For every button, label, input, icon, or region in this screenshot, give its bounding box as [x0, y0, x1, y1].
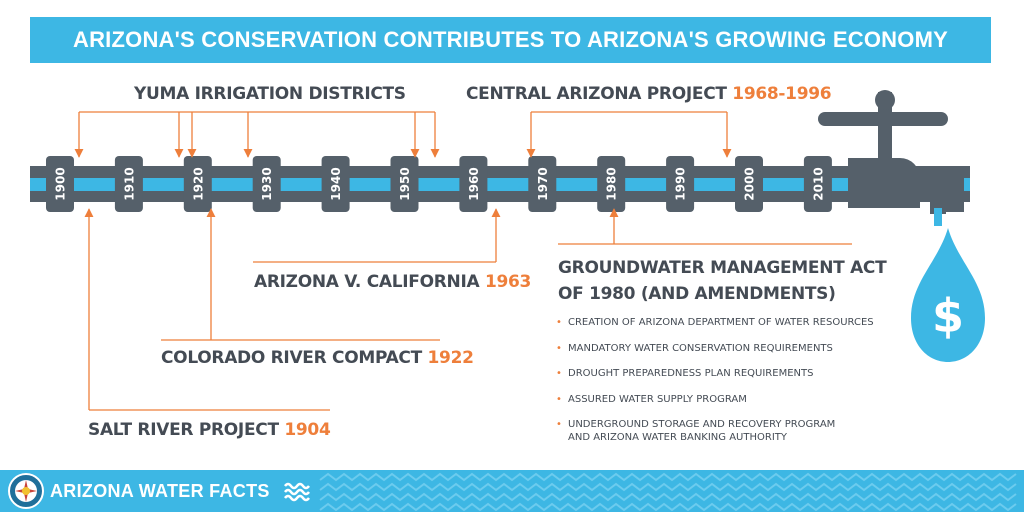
decade-joint — [735, 156, 763, 212]
footer-bar: ARIZONA WATER FACTS — [0, 470, 1024, 512]
groundwater-title-line2: OF 1980 (AND AMENDMENTS) — [558, 284, 836, 304]
decade-label: 2010 — [811, 167, 825, 200]
decade-joint — [597, 156, 626, 212]
yuma-text: YUMA IRRIGATION DISTRICTS — [134, 84, 406, 104]
decade-joint — [183, 156, 212, 212]
decade-label: 1970 — [536, 167, 550, 200]
yuma-connectors — [74, 111, 440, 158]
decade-label: 1900 — [54, 167, 68, 200]
footer-brand-text: ARIZONA WATER FACTS — [50, 481, 270, 501]
decade-joints: 1900 1910 1920 1930 1940 1950 1960 1970 1980 1990… — [46, 156, 832, 212]
decade-label: 1940 — [329, 167, 343, 200]
page-title: ARIZONA'S CONSERVATION CONTRIBUTES TO AR… — [73, 27, 948, 52]
footer-wave-line — [319, 482, 1017, 492]
footer-wave-line — [319, 502, 1017, 512]
salt-river-year: 1904 — [284, 420, 331, 440]
faucet-icon — [818, 90, 964, 226]
decade-label: 1910 — [122, 167, 136, 200]
decade-label: 1990 — [674, 167, 688, 200]
groundwater-item-text: MANDATORY WATER CONSERVATION REQUIREMENT… — [568, 342, 833, 354]
decade-label: 1980 — [605, 167, 619, 200]
salt-river-text: SALT RIVER PROJECT — [88, 420, 285, 440]
cap-text: CENTRAL ARIZONA PROJECT — [466, 84, 733, 104]
az-v-ca-text: ARIZONA V. CALIFORNIA — [254, 272, 485, 292]
decade-joint — [46, 156, 74, 212]
decade-joint — [114, 156, 143, 212]
bullet-icon: • — [556, 419, 562, 430]
waves-icon — [284, 482, 310, 502]
cap-years: 1968-1996 — [732, 84, 832, 104]
decade-label: 2000 — [743, 167, 757, 200]
groundwater-item: • ASSURED WATER SUPPLY PROGRAM — [556, 393, 874, 406]
decade-joint — [459, 156, 488, 212]
groundwater-list: • CREATION OF ARIZONA DEPARTMENT OF WATER… — [556, 316, 874, 457]
bullet-icon: • — [556, 393, 562, 405]
az-v-ca-label: ARIZONA V. CALIFORNIA 1963 — [254, 272, 531, 292]
colorado-year: 1922 — [427, 348, 474, 368]
cap-connectors — [526, 111, 732, 158]
decade-label: 1960 — [467, 167, 481, 200]
footer-wave-pattern — [319, 472, 1017, 512]
groundwater-title-line1: GROUNDWATER MANAGEMENT ACT — [558, 258, 887, 278]
yuma-label: YUMA IRRIGATION DISTRICTS — [134, 84, 406, 104]
decade-joint — [666, 156, 695, 212]
bullet-icon: • — [556, 342, 562, 354]
decade-joint — [528, 156, 557, 212]
groundwater-title: GROUNDWATER MANAGEMENT ACT OF 1980 (AND … — [558, 255, 887, 307]
bullet-icon: • — [556, 317, 562, 328]
colorado-text: COLORADO RIVER COMPACT — [161, 348, 428, 368]
arizona-seal-icon — [8, 473, 44, 509]
decade-joint — [390, 156, 419, 212]
decade-label: 1950 — [398, 167, 412, 200]
groundwater-item-text: DROUGHT PREPAREDNESS PLAN REQUIREMENTS — [568, 368, 814, 379]
cap-label: CENTRAL ARIZONA PROJECT 1968-1996 — [466, 84, 832, 104]
water-drop-dollar-icon: $ — [911, 228, 985, 362]
footer-wave-line — [319, 472, 1017, 482]
decade-joint — [321, 156, 350, 212]
salt-river-label: SALT RIVER PROJECT 1904 — [88, 420, 331, 440]
groundwater-item: • DROUGHT PREPAREDNESS PLAN REQUIREMENTS — [556, 367, 874, 380]
groundwater-item: • MANDATORY WATER CONSERVATION REQUIREMEN… — [556, 342, 874, 355]
decade-label: 1930 — [260, 167, 274, 200]
az-v-ca-connector — [253, 208, 501, 263]
groundwater-connector — [558, 208, 852, 245]
groundwater-item-text: ASSURED WATER SUPPLY PROGRAM — [568, 393, 747, 405]
svg-text:$: $ — [932, 289, 964, 343]
salt-river-connector — [84, 208, 330, 411]
groundwater-item: • UNDERGROUND STORAGE AND RECOVERY PROGRA… — [556, 418, 874, 444]
footer-brand: ARIZONA WATER FACTS — [50, 470, 270, 512]
groundwater-item-text: UNDERGROUND STORAGE AND RECOVERY PROGRAM… — [568, 419, 836, 443]
groundwater-item: • CREATION OF ARIZONA DEPARTMENT OF WATER… — [556, 316, 874, 329]
footer-wave-line — [319, 492, 1017, 502]
decade-label: 1920 — [191, 167, 205, 200]
decade-joint — [252, 156, 281, 212]
groundwater-item-text: CREATION OF ARIZONA DEPARTMENT OF WATER … — [568, 317, 874, 328]
bullet-icon: • — [556, 368, 562, 379]
colorado-connector — [161, 208, 440, 341]
az-v-ca-year: 1963 — [484, 272, 532, 292]
colorado-label: COLORADO RIVER COMPACT 1922 — [161, 348, 474, 368]
decade-joint — [803, 156, 832, 212]
title-banner: ARIZONA'S CONSERVATION CONTRIBUTES TO AR… — [30, 17, 991, 63]
